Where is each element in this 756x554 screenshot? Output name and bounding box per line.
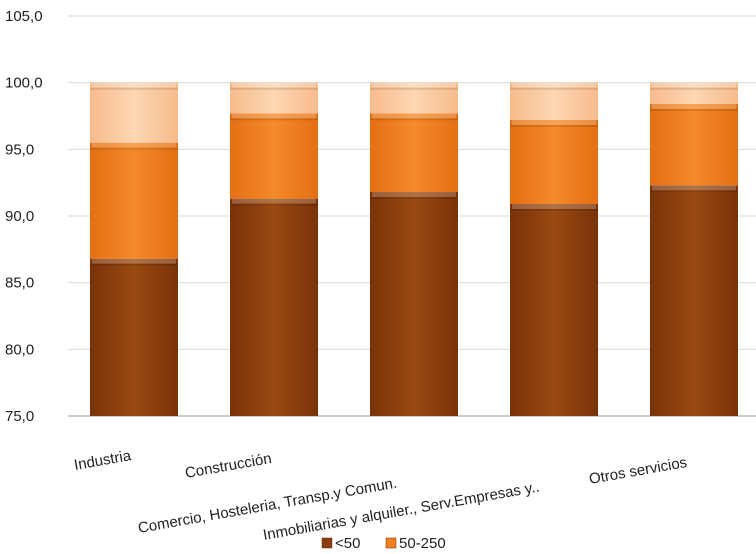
- bar-segment-highlight: [372, 192, 456, 197]
- bar-segment-highlight: [652, 104, 736, 109]
- bar-segment: [510, 120, 598, 204]
- bar-segment-shadow: [90, 147, 178, 150]
- bar-segment-shadow: [510, 87, 598, 90]
- y-tick-label: 90,0: [5, 208, 34, 225]
- bars: [90, 82, 738, 416]
- bar-segment-shadow: [90, 263, 178, 266]
- bar-segment: [370, 192, 458, 416]
- legend-swatch: [321, 537, 333, 549]
- bar-segment: [230, 113, 318, 199]
- y-tick-label: 75,0: [5, 408, 34, 425]
- x-category-label: Construcción: [184, 450, 273, 482]
- bar-segment: [230, 198, 318, 416]
- bar-segment-shadow: [90, 87, 178, 90]
- y-tick-label: 85,0: [5, 275, 34, 292]
- bar-segment: [650, 82, 738, 104]
- bar-segment: [90, 258, 178, 416]
- y-tick-label: 100,0: [5, 75, 43, 92]
- bar-segment: [510, 82, 598, 120]
- bar-segment-highlight: [232, 82, 316, 88]
- x-category-label: Otros servicios: [588, 454, 689, 488]
- bar-segment-shadow: [230, 118, 318, 121]
- y-axis-ticks: 75,0 80,0 85,0 90,0 95,0 100,0 105,0: [5, 8, 43, 425]
- bar-segment: [90, 142, 178, 259]
- bar-segment: [90, 82, 178, 143]
- bar-segment-shadow: [650, 87, 738, 90]
- bar-segment: [650, 185, 738, 416]
- legend-swatch: [385, 537, 397, 549]
- bar-segment-highlight: [92, 258, 176, 264]
- bar-segment-highlight: [372, 113, 456, 119]
- bar-segment-shadow: [650, 109, 738, 111]
- bar-segment: [230, 82, 318, 114]
- bar-segment: [510, 204, 598, 416]
- bar-segment-highlight: [92, 142, 176, 148]
- legend: <50 50-250: [321, 535, 446, 552]
- bar-segment-highlight: [372, 82, 456, 88]
- bar-segment-highlight: [652, 185, 736, 191]
- bar-segment-shadow: [230, 87, 318, 90]
- bar-segment-highlight: [512, 120, 596, 125]
- bar-segment: [370, 82, 458, 114]
- bar-segment-shadow: [370, 118, 458, 121]
- bar-segment-highlight: [512, 82, 596, 88]
- y-tick-label: 80,0: [5, 341, 34, 358]
- bar-segment: [370, 113, 458, 192]
- y-tick-label: 95,0: [5, 141, 34, 158]
- bar-segment-highlight: [92, 82, 176, 88]
- bar-segment: [650, 104, 738, 186]
- legend-label: <50: [335, 535, 360, 552]
- bar-segment-highlight: [512, 204, 596, 209]
- bar-segment-shadow: [370, 197, 458, 199]
- bar-segment-shadow: [510, 209, 598, 211]
- bar-segment-highlight: [232, 198, 316, 204]
- bar-segment-shadow: [510, 125, 598, 127]
- bar-segment-highlight: [232, 113, 316, 119]
- bar-segment-shadow: [370, 87, 458, 90]
- x-category-label: Industria: [73, 447, 133, 474]
- bar-segment-shadow: [650, 190, 738, 193]
- bar-segment-highlight: [652, 82, 736, 88]
- legend-label: 50-250: [399, 535, 446, 552]
- y-tick-label: 105,0: [5, 8, 43, 25]
- bar-segment-shadow: [230, 203, 318, 206]
